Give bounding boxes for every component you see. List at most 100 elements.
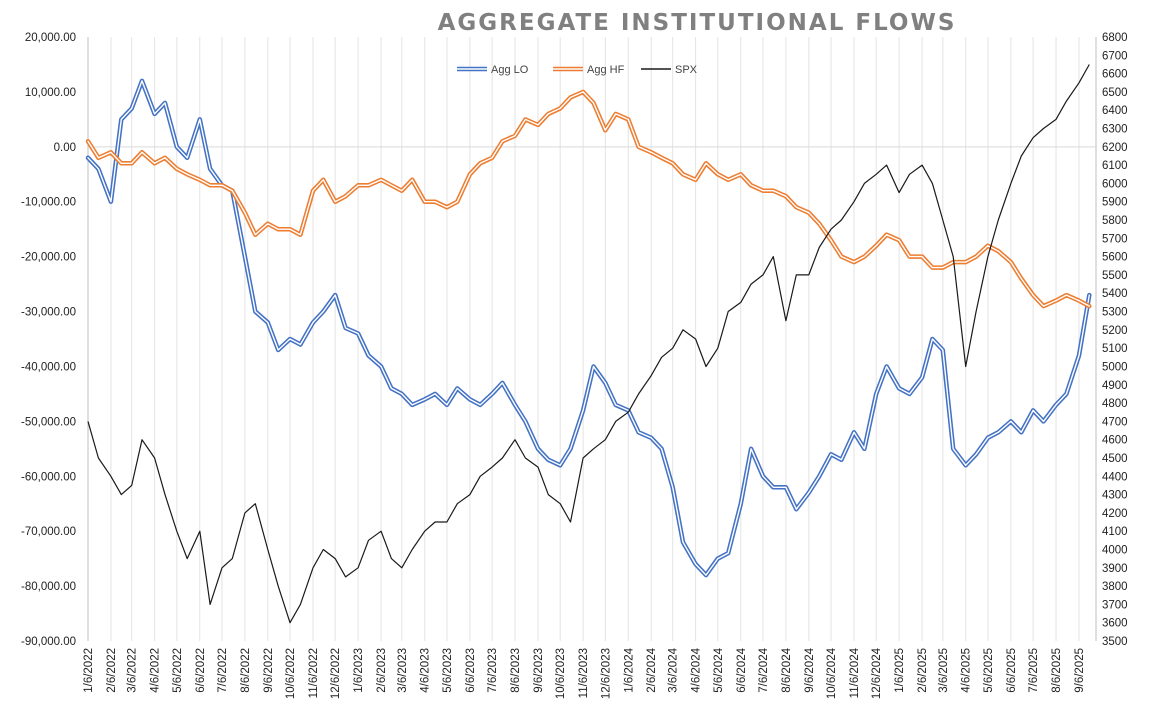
y2-tick-label: 3500 [1102, 636, 1128, 648]
x-tick-label: 3/6/2025 [938, 648, 950, 693]
y2-tick-label: 4500 [1102, 453, 1128, 465]
x-tick-label: 4/6/2022 [150, 648, 162, 693]
x-tick-label: 9/6/2023 [533, 648, 545, 693]
y2-tick-label: 4200 [1102, 508, 1128, 520]
y2-tick-label: 5400 [1102, 288, 1128, 300]
x-tick-label: 3/6/2023 [397, 648, 409, 693]
x-tick-label: 10/6/2023 [555, 648, 567, 699]
series-lines [85, 64, 1092, 624]
y-tick-label: -10,000.00 [21, 197, 76, 209]
x-tick-label: 9/6/2024 [804, 647, 816, 692]
legend-label-spx: SPX [675, 64, 698, 76]
x-tick-label: 3/6/2024 [668, 647, 680, 692]
chart-title: AGGREGATE INSTITUTIONAL FLOWS [438, 10, 957, 36]
y2-tick-label: 5700 [1102, 233, 1128, 245]
x-tick-label: 12/6/2022 [330, 648, 342, 699]
x-tick-label: 2/6/2025 [917, 648, 929, 693]
y2-tick-label: 4400 [1102, 471, 1128, 483]
legend-label-agg-hf: Agg HF [587, 64, 625, 76]
x-tick-label: 11/6/2024 [849, 647, 861, 698]
x-tick-label: 4/6/2024 [691, 647, 703, 692]
y2-tick-label: 5200 [1102, 325, 1128, 337]
x-tick-label: 9/6/2025 [1074, 648, 1086, 693]
y-tick-label: -90,000.00 [21, 636, 76, 648]
series-line-spx [87, 64, 1090, 624]
y-tick-label: -50,000.00 [21, 416, 76, 428]
y2-tick-label: 4000 [1102, 544, 1128, 556]
x-tick-label: 7/6/2023 [487, 648, 499, 693]
x-tick-label: 6/6/2025 [1006, 648, 1018, 693]
y2-tick-label: 5800 [1102, 215, 1128, 227]
x-tick-label: 4/6/2025 [961, 648, 973, 693]
y2-tick-label: 6500 [1102, 87, 1128, 99]
x-tick-label: 6/6/2023 [465, 648, 477, 693]
x-tick-label: 7/6/2024 [758, 647, 770, 692]
y2-tick-label: 3700 [1102, 599, 1128, 611]
x-tick-label: 8/6/2023 [510, 648, 522, 693]
legend-label-agg-lo: Agg LO [491, 64, 529, 76]
x-tick-label: 3/6/2022 [127, 648, 139, 693]
y-tick-label: -30,000.00 [21, 307, 76, 319]
y2-tick-label: 6200 [1102, 142, 1128, 154]
y2-tick-label: 6000 [1102, 178, 1128, 190]
x-tick-label: 12/6/2024 [871, 647, 883, 699]
series-line-inner-agg-hf [87, 91, 1091, 307]
x-tick-label: 11/6/2023 [578, 648, 590, 698]
series-line-inner-agg-lo [87, 80, 1091, 576]
x-tick-label: 10/6/2024 [826, 647, 838, 699]
axes: 1/6/2022 2/6/2022 3/6/2022 4/6/2022 5/6/2022… [21, 32, 1128, 699]
y2-tick-label: 5500 [1102, 270, 1128, 282]
x-tick-label: 7/6/2025 [1028, 648, 1040, 693]
y2-tick-label: 4100 [1102, 526, 1128, 538]
y2-tick-label: 3600 [1102, 618, 1128, 630]
x-tick-label: 12/6/2023 [600, 648, 612, 699]
y-tick-label: 10,000.00 [25, 87, 76, 99]
x-tick-label: 8/6/2022 [240, 648, 252, 693]
y2-tick-label: 5900 [1102, 197, 1128, 209]
x-tick-label: 2/6/2023 [376, 648, 388, 693]
y-tick-label: -70,000.00 [21, 526, 76, 538]
y2-tick-label: 5100 [1102, 343, 1128, 355]
x-tick-label: 11/6/2022 [308, 648, 320, 698]
x-tick-label: 2/6/2024 [646, 647, 658, 692]
y2-tick-label: 4700 [1102, 416, 1128, 428]
x-tick-label: 4/6/2023 [420, 648, 432, 693]
x-tick-label: 1/6/2022 [83, 648, 95, 693]
y2-tick-label: 5300 [1102, 307, 1128, 319]
x-tick-label: 6/6/2024 [736, 647, 748, 692]
y2-tick-label: 4600 [1102, 435, 1128, 447]
y2-tick-label: 4800 [1102, 398, 1128, 410]
y-tick-label: 0.00 [54, 142, 76, 154]
y-tick-label: -20,000.00 [21, 252, 76, 264]
y-tick-label: -60,000.00 [21, 471, 76, 483]
y2-tick-label: 6600 [1102, 69, 1128, 81]
legend: Agg LO Agg HF SPX [457, 64, 698, 76]
y2-tick-label: 4900 [1102, 380, 1128, 392]
x-tick-label: 5/6/2024 [713, 647, 725, 692]
x-tick-label: 2/6/2022 [106, 648, 118, 693]
y2-tick-label: 6800 [1102, 32, 1128, 44]
x-tick-label: 5/6/2025 [983, 648, 995, 693]
x-tick-label: 5/6/2022 [172, 648, 184, 693]
y-tick-label: 20,000.00 [25, 32, 76, 44]
x-tick-label: 6/6/2022 [195, 648, 207, 693]
x-tick-label: 1/6/2024 [623, 647, 635, 692]
x-tick-label: 9/6/2022 [263, 648, 275, 693]
x-tick-label: 1/6/2023 [353, 648, 365, 693]
y2-tick-label: 6100 [1102, 160, 1128, 172]
y2-tick-label: 5000 [1102, 361, 1128, 373]
y2-tick-label: 3800 [1102, 581, 1128, 593]
x-tick-label: 1/6/2025 [894, 648, 906, 693]
y2-tick-label: 4300 [1102, 490, 1128, 502]
x-tick-label: 8/6/2024 [781, 647, 793, 692]
x-tick-label: 8/6/2025 [1051, 648, 1063, 693]
x-tick-label: 7/6/2022 [217, 648, 229, 693]
y2-tick-label: 6400 [1102, 105, 1128, 117]
y2-tick-label: 5600 [1102, 252, 1128, 264]
y2-tick-label: 6300 [1102, 124, 1128, 136]
y2-tick-label: 6700 [1102, 50, 1128, 62]
y-tick-label: -40,000.00 [21, 361, 76, 373]
y-tick-label: -80,000.00 [21, 581, 76, 593]
x-tick-label: 10/6/2022 [285, 648, 297, 699]
